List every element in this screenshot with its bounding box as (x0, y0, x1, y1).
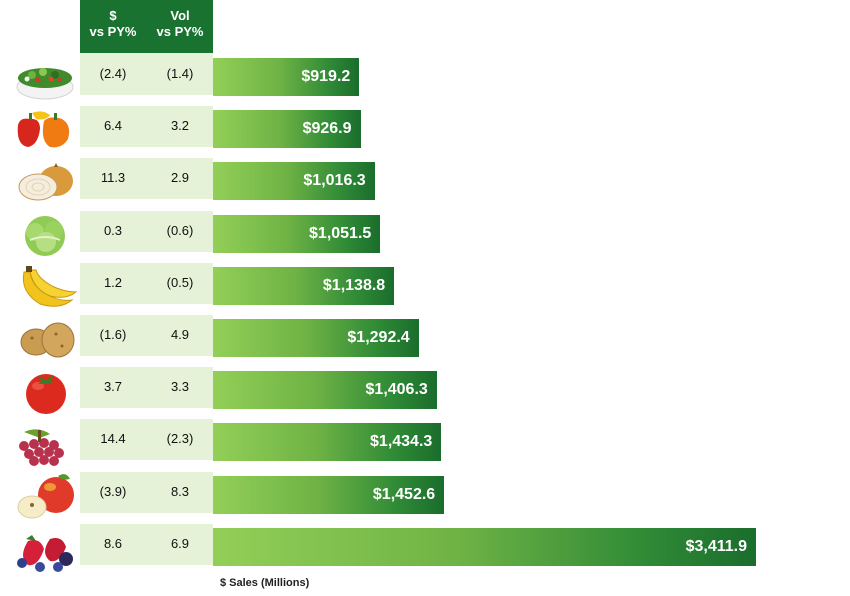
vol-vs-py-cell: (0.5) (166, 274, 194, 290)
chart-row: 11.3 2.9 $1,016.3 (0, 156, 850, 201)
grapes-icon (10, 418, 80, 468)
vol-vs-py-cell: 3.2 (170, 118, 190, 134)
table-row: (3.9) 8.3 (80, 470, 213, 513)
row-divider (80, 104, 213, 107)
chart-row: 6.4 3.2 $926.9 (0, 104, 850, 149)
row-divider (80, 417, 213, 420)
row-divider (80, 208, 213, 211)
sales-bar: $3,411.9 (213, 527, 756, 566)
dollar-vs-py-cell: 6.4 (103, 118, 123, 134)
chart-row: (2.4) (1.4) $919.2 (0, 53, 850, 100)
salad-greens-icon (10, 53, 80, 103)
chart-row: (1.6) 4.9 $1,292.4 (0, 313, 850, 358)
table-row: 11.3 2.9 (80, 157, 213, 200)
chart-row: 3.7 3.3 $1,406.3 (0, 365, 850, 415)
dollar-vs-py-cell: (2.4) (99, 66, 127, 81)
table-row: (2.4) (1.4) (80, 53, 213, 95)
bar-value-label: $1,406.3 (365, 381, 428, 399)
table-row: 14.4 (2.3) (80, 418, 213, 461)
dollar-header-line1: $ (109, 8, 117, 23)
apples-icon (10, 471, 80, 521)
row-divider (80, 260, 213, 263)
row-divider (80, 469, 213, 472)
onion-icon (10, 157, 80, 207)
bar-value-label: $926.9 (302, 120, 352, 138)
dollar-vs-py-cell: (3.9) (99, 483, 127, 499)
bar-value-label: $1,292.4 (347, 329, 410, 346)
bananas-icon (10, 262, 80, 312)
x-axis-label: $ Sales (Millions) (220, 577, 310, 589)
bar-value-label: $3,411.9 (685, 537, 747, 555)
vol-vs-py-cell: 4.9 (170, 327, 190, 342)
sales-bar: $1,406.3 (213, 371, 437, 410)
lettuce-icon (10, 210, 80, 260)
sales-bar: $1,452.6 (213, 475, 445, 514)
table-row: (1.6) 4.9 (80, 314, 213, 356)
chart-row: 8.6 6.9 $3,411.9 (0, 521, 850, 572)
peppers-icon (10, 105, 80, 155)
table-row: 3.7 3.3 (80, 366, 213, 409)
potatoes-icon (10, 314, 80, 364)
vol-vs-py-cell: 6.9 (170, 535, 190, 551)
bar-value-label: $919.2 (301, 68, 351, 85)
row-divider (80, 521, 213, 524)
table-row: 8.6 6.9 (80, 522, 213, 565)
dollar-vs-py-cell: 3.7 (103, 379, 123, 395)
dollar-vs-py-cell: 14.4 (100, 431, 126, 447)
row-divider (80, 365, 213, 368)
vol-vs-py-cell: 2.9 (170, 170, 190, 186)
sales-bar: $1,292.4 (213, 319, 419, 357)
tomato-icon (10, 366, 80, 416)
row-divider (80, 156, 213, 159)
table-row: 0.3 (0.6) (80, 209, 213, 252)
chart-row: (3.9) 8.3 $1,452.6 (0, 469, 850, 519)
vol-header-line2: vs PY% (156, 24, 204, 39)
sales-bar: $1,016.3 (213, 162, 375, 201)
vol-header-line1: Vol (170, 8, 190, 23)
dollar-header-line2: vs PY% (89, 24, 137, 39)
vol-vs-py-cell: 8.3 (170, 483, 190, 499)
chart-row: 0.3 (0.6) $1,051.5 (0, 208, 850, 256)
vol-vs-py-cell: (2.3) (166, 431, 194, 447)
bar-value-label: $1,452.6 (372, 485, 436, 503)
vol-vs-py-cell: (0.6) (166, 222, 194, 238)
table-row: 6.4 3.2 (80, 105, 213, 148)
dollar-vs-py-cell: 1.2 (103, 274, 123, 290)
dollar-vs-py-header: $ vs PY% (80, 8, 146, 40)
table-row: 1.2 (0.5) (80, 261, 213, 304)
dollar-vs-py-cell: 0.3 (103, 222, 123, 238)
sales-bar: $1,138.8 (213, 266, 395, 305)
dollar-vs-py-cell: 8.6 (103, 535, 123, 551)
chart-row: 14.4 (2.3) $1,434.3 (0, 417, 850, 467)
bar-value-label: $1,434.3 (370, 433, 433, 451)
sales-bar: $926.9 (213, 110, 361, 149)
bar-value-label: $1,138.8 (322, 276, 386, 294)
table-header: $ vs PY% Vol vs PY% (80, 0, 213, 53)
row-divider (80, 313, 213, 315)
vol-vs-py-cell: 3.3 (170, 379, 190, 395)
dollar-vs-py-cell: 11.3 (100, 170, 126, 186)
sales-bar: $1,434.3 (213, 423, 442, 462)
bar-value-label: $1,051.5 (309, 224, 372, 242)
sales-bar: $1,051.5 (213, 214, 381, 253)
vol-vs-py-header: Vol vs PY% (147, 8, 213, 40)
chart-row: 1.2 (0.5) $1,138.8 (0, 260, 850, 307)
bar-value-label: $1,016.3 (303, 172, 366, 190)
sales-bar: $919.2 (213, 58, 360, 96)
berries-icon (10, 523, 80, 573)
dollar-vs-py-cell: (1.6) (99, 327, 127, 342)
vol-vs-py-cell: (1.4) (166, 66, 194, 81)
